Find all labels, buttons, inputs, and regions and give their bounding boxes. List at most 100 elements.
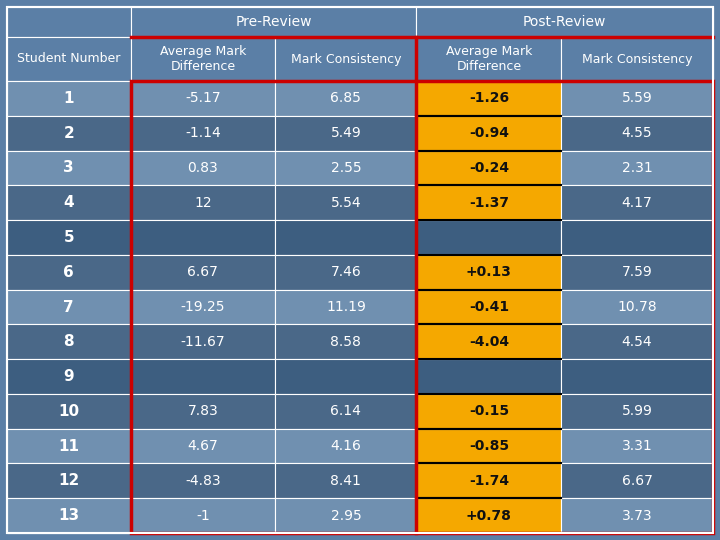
Text: 7.46: 7.46: [330, 265, 361, 279]
Bar: [7, 151, 130, 185]
Bar: [7, 81, 130, 116]
Bar: [7, 394, 130, 429]
Text: 10.78: 10.78: [617, 300, 657, 314]
Bar: [561, 220, 713, 255]
Text: 12: 12: [194, 195, 212, 210]
Text: 7.59: 7.59: [622, 265, 652, 279]
Text: 9: 9: [63, 369, 74, 384]
Text: 5.54: 5.54: [330, 195, 361, 210]
Text: 13: 13: [58, 508, 79, 523]
Text: 4.54: 4.54: [622, 335, 652, 349]
Text: 2.95: 2.95: [330, 509, 361, 523]
Bar: [7, 429, 130, 463]
Text: -0.85: -0.85: [469, 439, 509, 453]
Bar: [416, 463, 561, 498]
Bar: [130, 325, 275, 359]
Text: 8.41: 8.41: [330, 474, 361, 488]
Bar: [416, 325, 561, 359]
Text: 3: 3: [63, 160, 74, 176]
Bar: [130, 359, 275, 394]
Bar: [416, 185, 561, 220]
Text: -1: -1: [196, 509, 210, 523]
Bar: [275, 81, 416, 116]
Bar: [7, 185, 130, 220]
Text: -5.17: -5.17: [185, 91, 221, 105]
Text: +0.13: +0.13: [466, 265, 512, 279]
Text: 7.83: 7.83: [187, 404, 218, 418]
Bar: [7, 7, 130, 37]
Text: 5.49: 5.49: [330, 126, 361, 140]
Text: 4: 4: [63, 195, 74, 210]
Text: -1.74: -1.74: [469, 474, 509, 488]
Text: 4.17: 4.17: [622, 195, 652, 210]
Text: 3.31: 3.31: [622, 439, 652, 453]
Text: 6.67: 6.67: [187, 265, 218, 279]
Bar: [561, 325, 713, 359]
Text: Post-Review: Post-Review: [523, 15, 606, 29]
Bar: [130, 185, 275, 220]
Text: 0.83: 0.83: [187, 161, 218, 175]
Text: 4.55: 4.55: [622, 126, 652, 140]
Text: 6.67: 6.67: [621, 474, 652, 488]
Bar: [7, 498, 130, 533]
Bar: [130, 463, 275, 498]
Bar: [130, 37, 275, 81]
Text: -1.37: -1.37: [469, 195, 509, 210]
Text: 4.16: 4.16: [330, 439, 361, 453]
Bar: [130, 289, 275, 325]
Bar: [130, 81, 275, 116]
Bar: [416, 359, 561, 394]
Bar: [275, 429, 416, 463]
Bar: [416, 498, 561, 533]
Bar: [7, 255, 130, 289]
Bar: [7, 325, 130, 359]
Text: 5: 5: [63, 230, 74, 245]
Text: 1: 1: [63, 91, 74, 106]
Bar: [275, 116, 416, 151]
Bar: [7, 463, 130, 498]
Bar: [561, 394, 713, 429]
Bar: [416, 151, 561, 185]
Bar: [561, 116, 713, 151]
Bar: [416, 255, 561, 289]
Bar: [275, 325, 416, 359]
Bar: [561, 185, 713, 220]
Bar: [561, 463, 713, 498]
Text: 12: 12: [58, 474, 79, 488]
Bar: [561, 37, 713, 81]
Bar: [416, 81, 561, 116]
Bar: [416, 220, 561, 255]
Bar: [130, 255, 275, 289]
Text: 6.85: 6.85: [330, 91, 361, 105]
Bar: [7, 116, 130, 151]
Bar: [416, 116, 561, 151]
Bar: [561, 289, 713, 325]
Bar: [275, 359, 416, 394]
Text: 5.59: 5.59: [622, 91, 652, 105]
Bar: [275, 37, 416, 81]
Bar: [416, 7, 713, 37]
Bar: [416, 289, 561, 325]
Bar: [130, 81, 713, 533]
Text: -19.25: -19.25: [181, 300, 225, 314]
Text: Mark Consistency: Mark Consistency: [582, 52, 693, 65]
Text: 2: 2: [63, 126, 74, 140]
Text: 6: 6: [63, 265, 74, 280]
Text: -1.14: -1.14: [185, 126, 221, 140]
Bar: [416, 394, 561, 429]
Bar: [561, 359, 713, 394]
Bar: [275, 151, 416, 185]
Bar: [561, 498, 713, 533]
Text: -4.04: -4.04: [469, 335, 509, 349]
Text: Average Mark
Difference: Average Mark Difference: [160, 45, 246, 73]
Bar: [7, 289, 130, 325]
Text: +0.78: +0.78: [466, 509, 512, 523]
Text: 5.99: 5.99: [621, 404, 652, 418]
Bar: [561, 255, 713, 289]
Text: -0.15: -0.15: [469, 404, 509, 418]
Bar: [130, 116, 275, 151]
Text: 8: 8: [63, 334, 74, 349]
Text: Average Mark
Difference: Average Mark Difference: [446, 45, 532, 73]
Text: 6.14: 6.14: [330, 404, 361, 418]
Bar: [7, 220, 130, 255]
